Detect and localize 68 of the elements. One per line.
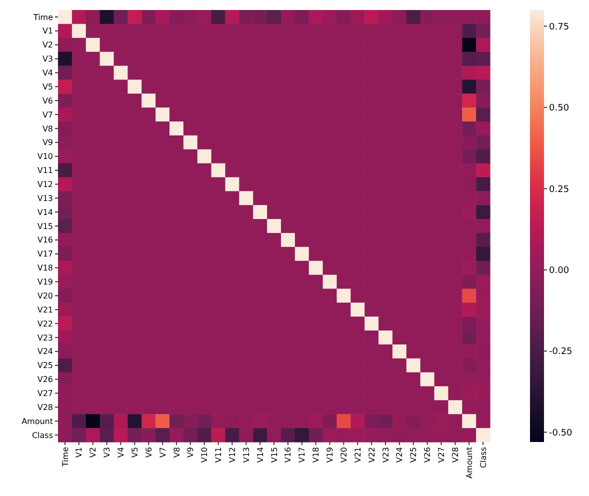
- x-tick-label: V26: [423, 447, 432, 463]
- y-tick-label: V11: [37, 166, 53, 176]
- x-tick-label: V12: [228, 447, 237, 463]
- x-tick-label: V11: [214, 447, 224, 463]
- y-tick-label: V27: [37, 389, 53, 398]
- x-tick-label: V22: [367, 447, 376, 463]
- y-tick-label: V26: [37, 375, 53, 384]
- y-tick-label: V28: [37, 402, 53, 412]
- y-tick-label: V1: [42, 26, 53, 36]
- x-tick-label: V27: [437, 447, 446, 463]
- x-tick-label: V16: [284, 447, 293, 463]
- x-tick-label: V2: [88, 447, 98, 458]
- y-tick-label: V14: [37, 208, 53, 217]
- x-tick-label: V14: [256, 447, 265, 463]
- y-tick-label: V2: [42, 40, 53, 50]
- y-tick-label: V25: [37, 361, 53, 370]
- color-bar-label: -0.25: [549, 347, 572, 358]
- x-tick-label: V23: [381, 447, 390, 463]
- x-tick-label: V24: [395, 447, 404, 463]
- x-tick-label: Time: [60, 446, 70, 468]
- color-bar-label: 0.50: [549, 104, 570, 114]
- y-tick-label: Time: [32, 12, 54, 22]
- x-tick-label: V5: [130, 447, 140, 458]
- color-bar-label: -0.50: [549, 428, 573, 438]
- y-tick-label: V17: [37, 250, 53, 259]
- x-tick-label: V10: [200, 447, 210, 463]
- y-tick-label: V6: [42, 96, 53, 106]
- x-tick-label: V8: [172, 447, 182, 458]
- x-tick-label: V1: [74, 447, 84, 458]
- color-bar-label: 0.00: [549, 266, 570, 276]
- y-tick-label: V16: [37, 236, 53, 245]
- y-tick-label: V8: [42, 124, 53, 134]
- y-tick-label: V10: [37, 152, 53, 162]
- x-tick-label: V28: [450, 447, 460, 463]
- y-tick-label: V23: [37, 333, 53, 342]
- y-tick-label: V18: [37, 264, 53, 273]
- y-tick-label: V5: [42, 82, 53, 92]
- x-tick-label: V17: [298, 447, 307, 463]
- x-tick-label: V21: [353, 447, 362, 463]
- y-tick-label: V9: [42, 138, 53, 148]
- y-tick-label: V4: [42, 68, 53, 78]
- x-tick-label: V7: [158, 447, 168, 458]
- x-tick-label: V25: [409, 447, 418, 463]
- x-tick-label: V20: [339, 447, 348, 463]
- x-tick-label: V9: [186, 447, 196, 458]
- x-tick-label: V4: [116, 447, 126, 458]
- y-tick-label: V19: [37, 278, 53, 287]
- x-tick-label: Amount: [464, 447, 474, 478]
- y-tick-label: V13: [37, 194, 53, 203]
- y-tick-label: V20: [37, 291, 53, 300]
- color-bar-label: 0.75: [549, 22, 570, 32]
- y-tick-label: Class: [32, 430, 53, 440]
- y-tick-label: V7: [42, 110, 53, 120]
- y-tick-label: Amount: [22, 416, 53, 426]
- y-tick-label: V24: [37, 347, 53, 356]
- y-tick-label: V3: [42, 54, 53, 64]
- y-tick-label: V21: [37, 305, 53, 314]
- x-tick-label: V15: [270, 447, 279, 463]
- x-tick-label: V18: [312, 447, 321, 463]
- y-tick-label: V15: [37, 222, 53, 231]
- x-tick-label: V13: [242, 447, 251, 463]
- color-bar-label: 0.25: [549, 184, 570, 195]
- y-tick-label: V22: [37, 319, 53, 328]
- x-tick-label: V3: [102, 447, 112, 458]
- x-tick-label: Class: [478, 447, 488, 468]
- x-tick-label: V19: [326, 447, 335, 463]
- x-tick-label: V6: [144, 447, 154, 458]
- y-tick-label: V12: [37, 180, 53, 189]
